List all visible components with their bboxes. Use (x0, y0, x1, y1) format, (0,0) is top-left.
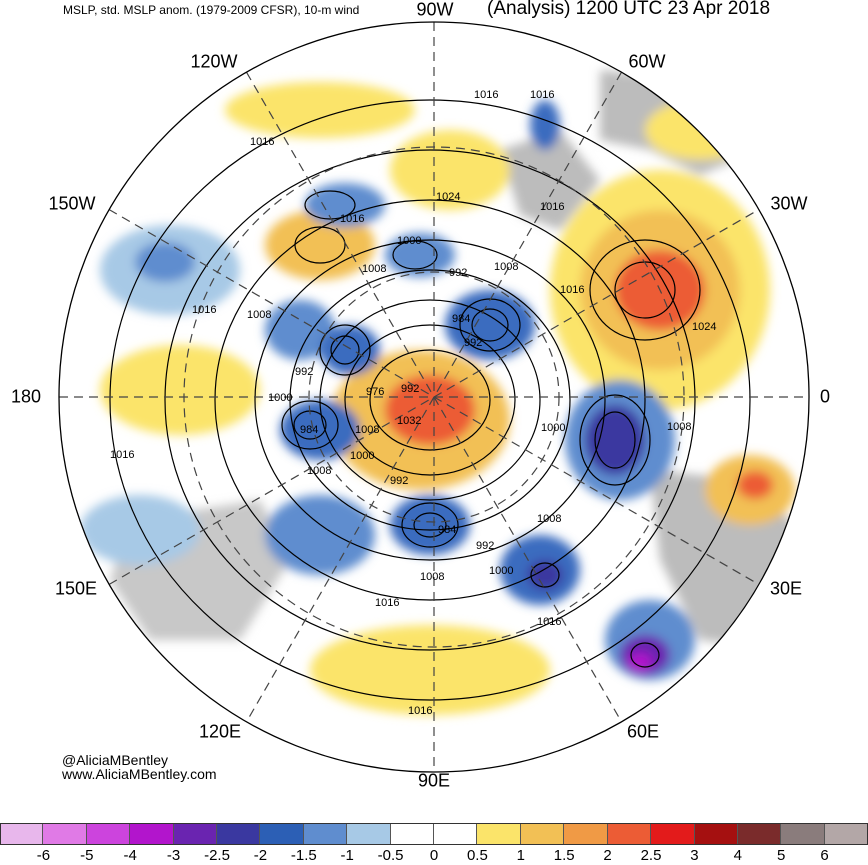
isobar-label: 1008 (420, 571, 444, 583)
colorbar-tick-label: -5 (80, 847, 94, 864)
isobar-label: 976 (366, 386, 384, 398)
lon-label-120w: 120W (190, 51, 238, 72)
colorbar-swatch (130, 823, 174, 845)
isobar-label: 992 (449, 267, 467, 279)
colorbar-tick-label: -2 (253, 847, 268, 864)
isobar-label: 1016 (537, 616, 561, 628)
isobar-label: 992 (401, 383, 419, 395)
colorbar-swatch (781, 823, 825, 845)
isobar-label: 984 (452, 313, 470, 325)
colorbar-swatch (824, 823, 868, 845)
colorbar-swatch (651, 823, 695, 845)
isobar-label: 1016 (560, 284, 584, 296)
isobar-label: 992 (295, 366, 313, 378)
isobar-label: 1016 (192, 304, 216, 316)
isobar-label: 1000 (489, 565, 513, 577)
isobar-label: 1000 (268, 392, 292, 404)
lon-label-90w: 90W (416, 0, 454, 20)
colorbar-swatch (0, 823, 44, 845)
lon-label-60w: 60W (628, 51, 666, 72)
anomaly-colorbar (0, 823, 868, 845)
isobar-label: 1000 (397, 235, 421, 247)
colorbar-swatch (347, 823, 391, 845)
colorbar-swatch (434, 823, 478, 845)
colorbar-swatch (390, 823, 435, 845)
colorbar-tick-label: 6 (820, 847, 829, 864)
colorbar-tick-label: -6 (36, 847, 51, 864)
colorbar-tick-label: 0 (429, 847, 439, 864)
isobar-label: 1016 (530, 89, 554, 101)
colorbar-swatch (520, 823, 565, 845)
isobar-label: 1008 (247, 309, 271, 321)
isobar-label: 992 (390, 475, 408, 487)
colorbar-tick-label: 1 (516, 847, 525, 864)
colorbar-tick-label: 4 (733, 847, 742, 864)
isobar-label: 984 (300, 424, 318, 436)
isobar-label: 1024 (436, 191, 460, 203)
colorbar-tick-label: 1.5 (553, 847, 575, 864)
colorbar-swatch (607, 823, 652, 845)
isobar-label: 1000 (350, 450, 374, 462)
isobar-labels: 1016 1016 1016 1024 1016 1016 1000 1008 … (110, 89, 716, 717)
isobar-label: 984 (438, 524, 456, 536)
colorbar-swatch (737, 823, 782, 845)
colorbar-tick-label: -0.5 (377, 847, 404, 864)
colorbar-swatch (260, 823, 304, 845)
isobar-label: 1016 (540, 201, 564, 213)
isobar-label: 992 (476, 540, 494, 552)
isobar-label: 1016 (110, 449, 134, 461)
credit-website[interactable]: www.AliciaMBentley.com (62, 766, 217, 782)
lon-label-60e: 60E (626, 721, 660, 742)
map-title: MSLP, std. MSLP anom. (1979-2009 CFSR), … (63, 3, 360, 17)
isobar-label: 1016 (340, 213, 364, 225)
isobar-label: 1000 (541, 422, 565, 434)
canada-land (500, 130, 600, 230)
lon-label-150e: 150E (54, 578, 98, 599)
credit-handle: @AliciaMBentley (62, 752, 169, 768)
colorbar-swatch (564, 823, 608, 845)
colorbar-swatch (477, 823, 521, 845)
isobar-label: 1016 (250, 136, 274, 148)
isobar-label: 1008 (307, 465, 331, 477)
isobar-label: 1008 (494, 261, 518, 273)
colorbar-tick-label: 0.5 (466, 847, 488, 864)
colorbar-swatch (173, 823, 218, 845)
colorbar-swatch (303, 823, 348, 845)
lon-label-120e: 120E (198, 721, 242, 742)
lon-label-0: 0 (819, 386, 831, 407)
map-boundary (58, 21, 810, 773)
isobar-label: 1008 (355, 424, 379, 436)
graticule (59, 22, 809, 772)
isobar-lines (109, 99, 751, 701)
colorbar-tick-label: -1 (340, 847, 354, 864)
isobar-label: 1008 (362, 263, 386, 275)
lon-label-150w: 150W (48, 193, 96, 214)
colorbar-tick-label: -2.5 (204, 847, 230, 864)
colorbar-tick-label: -4 (123, 847, 137, 864)
isobar-label: 1016 (375, 597, 399, 609)
colorbar-tick-label: 2.5 (640, 847, 662, 864)
isobar-label: 1032 (397, 415, 421, 427)
isobar-label: 1016 (474, 89, 498, 101)
analysis-time-title: (Analysis) 1200 UTC 23 Apr 2018 (487, 0, 771, 19)
colorbar-tick-label: -3 (166, 847, 181, 864)
lon-label-180: 180 (10, 386, 42, 407)
isobar-label: 1008 (537, 513, 561, 525)
lon-label-90e: 90E (417, 770, 451, 791)
lon-label-30e: 30E (769, 578, 803, 599)
colorbar-swatch (217, 823, 261, 845)
colorbar-tick-label: -1.5 (290, 847, 317, 864)
colorbar-swatch (694, 823, 738, 845)
colorbar-tick-label: 3 (690, 847, 699, 864)
lon-label-30w: 30W (770, 193, 808, 214)
isobar-label: 992 (464, 337, 482, 349)
isobar-label: 1016 (408, 705, 432, 717)
colorbar-tick-label: 2 (603, 847, 612, 864)
isobar-label: 1024 (692, 321, 716, 333)
isobar-label: 1008 (667, 421, 691, 433)
colorbar-tick-label: 5 (777, 847, 786, 864)
colorbar-swatch (43, 823, 87, 845)
colorbar-swatch (86, 823, 131, 845)
